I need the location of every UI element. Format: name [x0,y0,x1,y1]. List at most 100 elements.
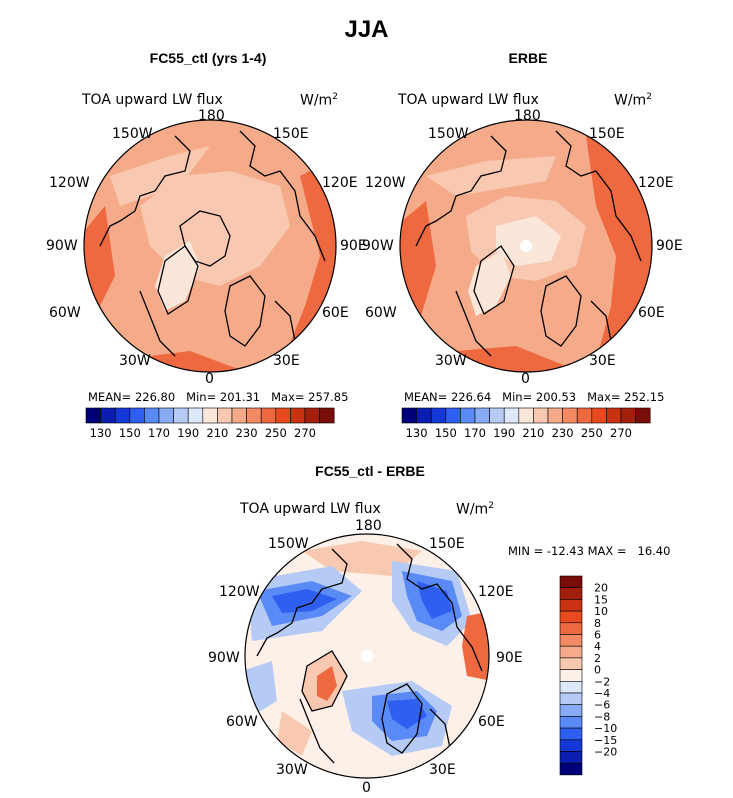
left-lon-30e: 30E [273,353,300,369]
diff-minmax: MIN = -12.43 MAX = 16.40 [508,544,671,558]
diff-colorbar-swatch [559,622,583,635]
colorbar-swatch [576,407,593,424]
diff-polar-map [244,533,490,779]
left-stats: MEAN= 226.80 Min= 201.31 Max= 257.85 [88,390,349,404]
colorbar-swatch [290,407,306,424]
diff-pos-region-greenland-strong [317,666,337,701]
colorbar-swatch [144,407,160,424]
right-lon-180: 180 [514,108,541,124]
diff-colorbar-tick-label: 20 [594,582,608,595]
colorbar-tick-label: 170 [148,426,170,440]
colorbar-swatch [129,407,145,424]
colorbar-swatch [304,407,320,424]
main-title: JJA [344,16,389,43]
diff-colorbar-swatch [559,692,583,705]
colorbar-tick-label: 250 [265,426,287,440]
colorbar-swatch [503,407,520,424]
right-lon-90w: 90W [362,238,394,254]
diff-neg-region-south-strong [387,699,427,729]
diff-colorbar-tick-label: 8 [594,617,601,630]
colorbar-tick-label: 250 [581,426,603,440]
colorbar-swatch [246,407,262,424]
right-stats: MEAN= 226.64 Min= 200.53 Max= 252.15 [404,390,665,404]
diff-colorbar-swatch [559,681,583,694]
colorbar-tick-label: 130 [90,426,112,440]
colorbar-swatch [319,407,335,424]
left-panel-title: FC55_ctl (yrs 1-4) [149,50,267,66]
colorbar-swatch [416,407,432,424]
diff-neg-region-ne-strong [417,581,452,619]
diff-lon-120w: 120W [219,584,260,600]
right-lon-120e: 120E [638,175,674,191]
diff-lon-0: 0 [362,780,371,796]
diff-colorbar-tick-label: 0 [594,664,601,677]
colorbar-tick-label: 190 [493,426,515,440]
diff-lon-90e: 90E [496,650,523,666]
right-lon-60e: 60E [638,305,665,321]
left-colorbar: 130 150 170 190 210 230 250 270 [85,407,335,440]
colorbar-swatch [401,407,417,424]
diff-neg-region-nw-strong [272,589,337,613]
colorbar-tick-label: 190 [177,426,199,440]
diff-colorbar-tick-label: −2 [594,675,610,688]
diff-colorbar-swatch [559,599,583,612]
diff-lon-60e: 60E [478,714,505,730]
right-lon-90e: 90E [656,238,683,254]
colorbar-swatch [202,407,218,424]
diff-colorbar-swatch [559,610,583,624]
diff-colorbar-tick-label: 2 [594,652,601,665]
colorbar-swatch [114,407,131,424]
colorbar-swatch [547,407,563,424]
colorbar-tick-label: 270 [294,426,316,440]
colorbar-swatch [620,407,636,424]
colorbar-swatch [474,407,490,424]
left-polar-map [83,119,337,373]
colorbar-swatch [518,407,534,424]
colorbar-tick-label: 210 [206,426,228,440]
colorbar-swatch [260,407,277,424]
diff-colorbar-swatch [559,751,583,764]
colorbar-tick-label: 150 [119,426,141,440]
left-lon-150w: 150W [112,126,153,142]
colorbar-swatch [489,407,505,424]
diff-colorbar-tick-label: 15 [594,593,608,606]
diff-colorbar-tick-label: 4 [594,640,601,653]
colorbar-swatch [100,407,116,424]
left-coastlines [99,130,326,362]
right-light-region-north [426,156,556,196]
right-lon-0: 0 [521,371,530,387]
colorbar-tick-label: 230 [552,426,574,440]
diff-lon-30w: 30W [276,762,308,778]
diff-lon-120e: 120E [478,584,514,600]
diff-map-border [244,533,490,779]
diff-lon-150e: 150E [429,536,465,552]
right-panel-title: ERBE [508,50,548,66]
colorbar-tick-label: 270 [610,426,632,440]
colorbar-swatch [445,407,461,424]
colorbar-swatch [217,407,233,424]
right-lon-30e: 30E [589,353,616,369]
colorbar-swatch [606,407,622,424]
diff-pos-region-east [462,611,489,681]
diff-colorbar-tick-label: 10 [594,605,608,618]
diff-units-label: W/m2 [456,501,494,518]
diff-panel-title: FC55_ctl - ERBE [315,463,425,479]
colorbar-tick-label: 170 [464,426,486,440]
diff-colorbar-tick-label: −4 [594,687,610,700]
diff-lon-60w: 60W [226,714,258,730]
colorbar-tick-label: 210 [522,426,544,440]
right-colorbar: 130 150 170 190 210 230 250 270 [401,407,651,440]
right-lon-60w: 60W [365,305,397,321]
diff-pole-missing [361,650,373,662]
right-lon-150w: 150W [428,126,469,142]
colorbar-swatch [430,407,447,424]
diff-colorbar-tick-label: −8 [594,710,610,723]
right-units-label: W/m2 [614,92,652,109]
left-lon-90e: 90E [340,238,367,254]
right-variable-label: TOA upward LW flux [398,92,539,108]
colorbar-swatch [173,407,189,424]
diff-colorbar-swatch [559,739,583,752]
diff-colorbar-swatch [559,716,583,729]
diff-pos-region-southwest [277,711,312,756]
diff-colorbar-swatch [559,669,583,682]
